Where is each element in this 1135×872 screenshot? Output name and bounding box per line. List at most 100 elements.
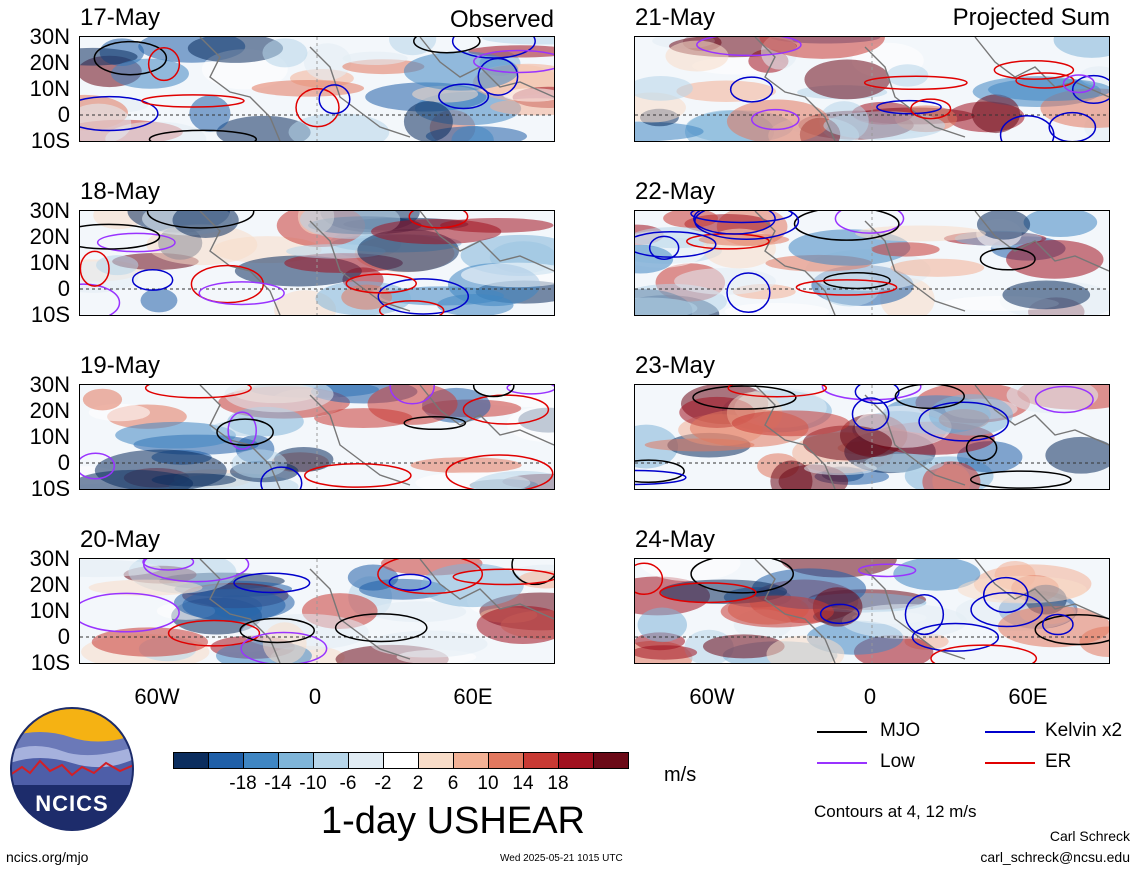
contour-line [727, 385, 828, 398]
colorbar-tick-label: 6 [447, 773, 459, 794]
panel-date: 19-May [80, 352, 161, 379]
shear-shade [403, 51, 519, 91]
shear-shade [437, 294, 514, 315]
shear-shade [864, 453, 944, 473]
shear-shade [640, 559, 741, 582]
colorbar-tick-label: -2 [374, 773, 392, 794]
shear-shade [1053, 37, 1109, 58]
shear-shade [274, 446, 334, 472]
shear-shade [635, 244, 674, 274]
contour-line [729, 76, 774, 103]
shear-shade [341, 284, 393, 310]
shear-shade [890, 258, 985, 277]
contour-line [648, 235, 680, 260]
shear-shade [674, 267, 776, 295]
shear-shade [115, 421, 236, 449]
contour-line [851, 397, 890, 432]
contour-line [295, 87, 340, 128]
legend-label-low: Low [880, 751, 915, 772]
contour-line [80, 592, 180, 633]
colorbar-swatch [523, 752, 559, 769]
footer-site: ncics.org/mjo [6, 849, 89, 865]
lat-label: 20N [29, 50, 70, 75]
contour-line [96, 232, 176, 253]
shear-shade [804, 59, 891, 100]
map-panel-20-may [79, 558, 555, 664]
map-panel-22-may [634, 210, 1110, 316]
shear-shade [893, 559, 981, 591]
shear-shade [886, 64, 929, 87]
contour-line [142, 559, 250, 583]
contour-line [692, 385, 797, 410]
shear-shade [635, 297, 698, 315]
contour-line [911, 622, 1000, 652]
contour-line [635, 562, 664, 595]
contour-line [511, 559, 554, 586]
contour-line [345, 273, 417, 294]
contour-line [240, 631, 328, 663]
contour-line [979, 247, 1036, 271]
colorbar-swatch [418, 752, 454, 769]
shear-shade [389, 37, 437, 56]
contour-line [198, 281, 285, 306]
lon-label: 60E [453, 684, 493, 709]
contour-line [693, 211, 776, 235]
contour-line [635, 469, 687, 486]
contour-line [1071, 74, 1109, 104]
lat-label: 30N [29, 372, 70, 397]
contour-line [696, 37, 802, 57]
shear-shade [216, 115, 311, 141]
panel-projected-label: Projected Sum [952, 4, 1110, 31]
shear-shade [635, 76, 693, 101]
contour-line [506, 385, 554, 395]
shear-shade [871, 242, 940, 257]
lat-label: 0 [57, 624, 70, 649]
contour-line [408, 211, 469, 229]
map-panel-17-may [79, 36, 555, 142]
colorbar-boxes [173, 752, 629, 770]
shear-shade [140, 288, 178, 313]
coastline [199, 559, 554, 663]
logo-text: NCICS [35, 791, 109, 816]
contour-line [260, 466, 303, 489]
footer-email: carl_schreck@ncsu.edu [980, 849, 1130, 865]
shear-shade [189, 95, 231, 132]
shear-shade [724, 302, 830, 315]
lat-label: 0 [57, 102, 70, 127]
contour-line [403, 415, 467, 431]
contour-line [659, 582, 757, 604]
colorbar-swatch [453, 752, 489, 769]
contour-line [80, 223, 161, 250]
shear-shade [804, 461, 877, 476]
lon-label: 60E [1008, 684, 1048, 709]
lat-label: 0 [57, 276, 70, 301]
contour-line [477, 57, 519, 96]
contour-line [146, 211, 255, 229]
ncics-logo-icon [10, 707, 134, 831]
contour-line [318, 84, 351, 115]
lon-label: 60W [134, 684, 180, 709]
contour-line [80, 283, 121, 315]
panel-date: 17-May [80, 4, 161, 31]
shear-shade [187, 37, 284, 63]
colorbar-tick-label: 10 [477, 773, 499, 794]
contour-line [819, 603, 860, 625]
contour-line [1015, 72, 1075, 89]
contour-line [141, 94, 245, 108]
shear-shade [251, 79, 365, 97]
shear-shade [80, 559, 161, 578]
footer-timestamp: Wed 2025-05-21 1015 UTC [500, 853, 623, 864]
contour-line [1062, 74, 1096, 94]
contour-line [904, 593, 945, 636]
colorbar-tick-label: 18 [547, 773, 569, 794]
shear-shade [224, 385, 334, 413]
contour-line [993, 60, 1075, 80]
shear-shade [460, 262, 554, 288]
shear-shade [1045, 436, 1109, 474]
contour-line [473, 49, 554, 74]
shear-shade [823, 111, 946, 140]
map-panel-23-may [634, 384, 1110, 490]
lat-label: 30N [29, 24, 70, 49]
contour-line [377, 278, 470, 315]
contour-line [910, 98, 952, 120]
